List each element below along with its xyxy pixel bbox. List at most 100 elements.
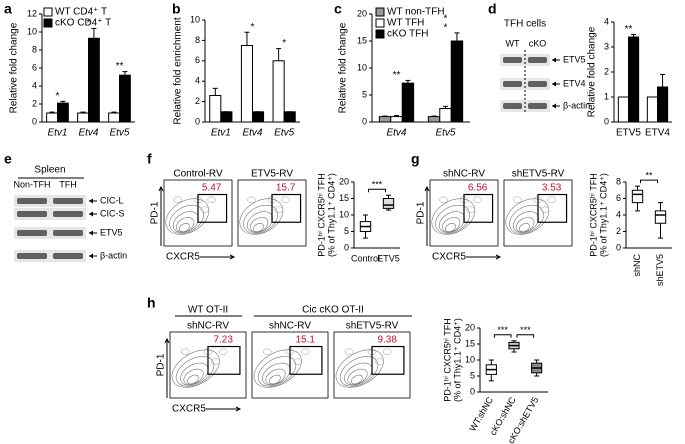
contour [173, 196, 182, 204]
significance: *** [520, 325, 531, 335]
y-tick-label: 2 [616, 226, 621, 236]
gate-percentage: 7.23 [213, 335, 233, 346]
y-tick-label: 5 [470, 370, 475, 380]
y-axis-label: Relative fold change [587, 26, 598, 117]
bar [272, 60, 285, 123]
contour [466, 206, 476, 213]
y-tick-label: 20 [357, 8, 367, 18]
contour [441, 217, 461, 233]
blot-band [503, 103, 522, 109]
contour [344, 348, 354, 356]
x-axis-label: CXCR5 [166, 252, 200, 263]
y-tick-label: 6 [195, 55, 200, 65]
axis-arrow [158, 185, 164, 246]
y-tick-label: 0 [362, 116, 367, 126]
band-label: β-actin [100, 250, 127, 260]
panel-letter: e [4, 151, 12, 167]
panel-letter: b [172, 1, 181, 17]
bar [240, 45, 254, 123]
legend-label: WT non-TFH [387, 7, 445, 18]
y-axis-label: Relative fold enrichment [173, 17, 184, 124]
bar [220, 111, 233, 123]
gate [537, 193, 568, 223]
y-tick-label: 1 [604, 91, 609, 101]
blot-band [17, 198, 47, 204]
band-label: ETV5 [563, 54, 586, 64]
gate-percentage: 15.7 [276, 183, 296, 194]
blot-band [528, 103, 547, 109]
y-tick-label: 15 [465, 338, 475, 348]
gate-percentage: 5.47 [202, 183, 222, 194]
significance: * [87, 18, 91, 29]
contour [509, 204, 544, 234]
panel-letter: f [147, 151, 152, 167]
condition-label: shETV5-RV [512, 169, 565, 180]
gate [207, 345, 241, 375]
y-axis-label: PD-1ʰⁱ CXCR5ʰⁱ TFH [442, 318, 452, 401]
contour [207, 196, 216, 204]
arrow-head [89, 198, 93, 204]
contour [262, 348, 272, 356]
y-tick-label: 8 [195, 35, 200, 45]
x-axis-label: CXCR5 [172, 404, 206, 415]
group-label: Cic cKO OT-II [302, 305, 364, 316]
significance: * [251, 22, 255, 33]
bar [628, 36, 640, 123]
y-axis-label: (% of Thy1.1⁺ CD4⁺) [326, 173, 336, 257]
contour [253, 349, 302, 388]
y-tick-label: 10 [339, 209, 349, 219]
lane-label: cKO [529, 38, 547, 48]
gate-percentage: 15.1 [295, 335, 315, 346]
y-axis-label: PD-1 [416, 201, 427, 224]
gate [271, 193, 302, 223]
panel-letter: h [147, 295, 156, 311]
bar [401, 82, 415, 123]
y-tick-label: 15 [357, 35, 367, 45]
bar [617, 96, 629, 123]
band-label: CIC-S [100, 208, 125, 218]
bar [108, 112, 121, 123]
y-tick-label: 4 [604, 16, 609, 26]
contour [505, 198, 550, 235]
contour [375, 358, 384, 365]
y-tick-label: 10 [465, 354, 475, 364]
contour [265, 368, 286, 385]
x-axis-label: CXCR5 [432, 252, 466, 263]
legend-label: cKO CD4⁺ T [55, 18, 111, 29]
blot-band [17, 253, 47, 259]
blot-title: TFH cells [504, 19, 546, 30]
y-tick-label: 2 [604, 66, 609, 76]
contour [339, 356, 379, 387]
gate [197, 193, 228, 223]
y-axis-label: PD-1ʰⁱ CXCR5ʰⁱ TFH [588, 173, 598, 256]
contour [186, 374, 199, 385]
contour [183, 368, 204, 385]
axis-arrow [466, 254, 502, 260]
arrow-head [552, 81, 556, 87]
significance: * [56, 91, 60, 102]
y-axis-label: Relative fold change [338, 22, 349, 113]
legend-swatch [43, 7, 53, 17]
significance: * [282, 38, 286, 49]
panel-letter: c [334, 1, 342, 17]
x-tick-label: Etv4 [386, 128, 406, 139]
contour [268, 374, 281, 385]
x-tick-label: ETV4 [645, 128, 670, 139]
plot-frame [429, 179, 499, 247]
condition-label: shNC-RV [443, 169, 485, 180]
blot-title: Spleen [34, 165, 65, 176]
contour [547, 196, 556, 204]
axis-arrow [424, 185, 430, 246]
gate-percentage: 9.38 [377, 335, 397, 346]
plot-frame [251, 331, 329, 399]
x-tick-label: ETV5 [616, 128, 641, 139]
y-tick-label: 20 [339, 176, 349, 186]
y-tick-label: 20 [465, 322, 475, 332]
bar [427, 116, 441, 123]
axis-arrow [164, 337, 170, 398]
contour [439, 196, 448, 204]
blot-band [528, 57, 547, 63]
y-axis-label: (% of Thy1.1⁺ CD4⁺) [452, 318, 462, 402]
legend-swatch [375, 29, 385, 39]
